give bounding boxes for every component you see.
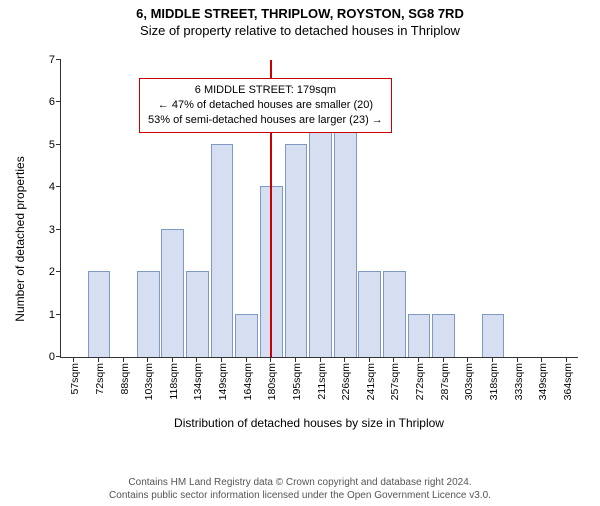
y-tick-mark [56, 356, 61, 357]
bar [482, 314, 505, 357]
x-tick-label: 164sqm [242, 363, 254, 400]
bar [432, 314, 455, 357]
bar [88, 271, 111, 357]
x-tick-label: 103sqm [143, 363, 155, 400]
x-tick-label: 272sqm [414, 363, 426, 400]
x-tick-label: 257sqm [389, 363, 401, 400]
bar-slot: 318sqm [480, 60, 505, 357]
x-tick-label: 72sqm [94, 363, 106, 395]
x-tick-label: 318sqm [488, 363, 500, 400]
x-tick-mark [369, 357, 370, 362]
x-tick-label: 195sqm [291, 363, 303, 400]
bar [285, 144, 308, 357]
bar [211, 144, 234, 357]
y-tick-mark [56, 186, 61, 187]
bar-slot: 303sqm [455, 60, 480, 357]
footer-line1: Contains HM Land Registry data © Crown c… [109, 477, 491, 490]
y-tick-label: 2 [33, 266, 55, 278]
x-tick-mark [492, 357, 493, 362]
x-tick-mark [270, 357, 271, 362]
y-tick-label: 6 [33, 96, 55, 108]
x-tick-label: 118sqm [168, 363, 180, 400]
x-tick-label: 241sqm [365, 363, 377, 400]
x-tick-label: 149sqm [217, 363, 229, 400]
footer-attribution: Contains HM Land Registry data © Crown c… [109, 477, 491, 502]
x-tick-mark [443, 357, 444, 362]
bar-slot: 349sqm [529, 60, 554, 357]
bar-slot: 88sqm [110, 60, 135, 357]
bar [408, 314, 431, 357]
plot-area: 57sqm72sqm88sqm103sqm118sqm134sqm149sqm1… [60, 60, 578, 358]
bar-slot: 364sqm [554, 60, 579, 357]
bar [137, 271, 160, 357]
bar-slot: 272sqm [406, 60, 431, 357]
x-tick-mark [73, 357, 74, 362]
y-tick-label: 5 [33, 139, 55, 151]
x-tick-mark [418, 357, 419, 362]
x-tick-mark [246, 357, 247, 362]
bar-slot: 57sqm [61, 60, 86, 357]
annotation-line: ← 47% of detached houses are smaller (20… [148, 98, 383, 113]
y-tick-label: 4 [33, 181, 55, 193]
x-tick-label: 211sqm [316, 363, 328, 400]
bar [235, 314, 258, 357]
chart-container: Number of detached properties 57sqm72sqm… [34, 54, 584, 424]
y-tick-label: 7 [33, 54, 55, 66]
x-tick-label: 134sqm [192, 363, 204, 400]
x-tick-label: 287sqm [439, 363, 451, 400]
annotation-line: 53% of semi-detached houses are larger (… [148, 113, 383, 128]
bar [186, 271, 209, 357]
x-tick-label: 333sqm [513, 363, 525, 400]
y-tick-mark [56, 101, 61, 102]
x-tick-mark [147, 357, 148, 362]
x-tick-mark [467, 357, 468, 362]
bar-slot: 287sqm [430, 60, 455, 357]
x-tick-label: 180sqm [266, 363, 278, 400]
x-tick-mark [172, 357, 173, 362]
x-tick-label: 303sqm [463, 363, 475, 400]
bar [383, 271, 406, 357]
annotation-line: 6 MIDDLE STREET: 179sqm [148, 83, 383, 98]
x-tick-mark [393, 357, 394, 362]
x-tick-mark [123, 357, 124, 362]
x-tick-mark [98, 357, 99, 362]
x-tick-mark [320, 357, 321, 362]
page-title-subtitle: Size of property relative to detached ho… [0, 23, 600, 38]
y-tick-mark [56, 314, 61, 315]
x-tick-mark [295, 357, 296, 362]
x-tick-mark [196, 357, 197, 362]
x-tick-mark [541, 357, 542, 362]
y-tick-mark [56, 229, 61, 230]
y-tick-label: 0 [33, 351, 55, 363]
bar [309, 101, 332, 357]
y-tick-label: 1 [33, 309, 55, 321]
bar [334, 101, 357, 357]
x-tick-mark [566, 357, 567, 362]
x-tick-label: 364sqm [562, 363, 574, 400]
x-tick-mark [517, 357, 518, 362]
bar-slot: 333sqm [504, 60, 529, 357]
bar [161, 229, 184, 357]
y-axis-label: Number of detached properties [13, 156, 27, 321]
annotation-box: 6 MIDDLE STREET: 179sqm← 47% of detached… [139, 78, 392, 133]
x-tick-label: 226sqm [340, 363, 352, 400]
y-tick-label: 3 [33, 224, 55, 236]
bar [358, 271, 381, 357]
x-tick-label: 88sqm [119, 363, 131, 395]
x-tick-label: 57sqm [69, 363, 81, 395]
footer-line2: Contains public sector information licen… [109, 490, 491, 503]
y-tick-mark [56, 59, 61, 60]
y-tick-mark [56, 144, 61, 145]
page-title-address: 6, MIDDLE STREET, THRIPLOW, ROYSTON, SG8… [0, 6, 600, 21]
x-tick-label: 349sqm [537, 363, 549, 400]
y-tick-mark [56, 271, 61, 272]
x-tick-mark [221, 357, 222, 362]
x-tick-mark [344, 357, 345, 362]
bar-slot: 72sqm [86, 60, 111, 357]
x-axis-label: Distribution of detached houses by size … [174, 416, 444, 430]
